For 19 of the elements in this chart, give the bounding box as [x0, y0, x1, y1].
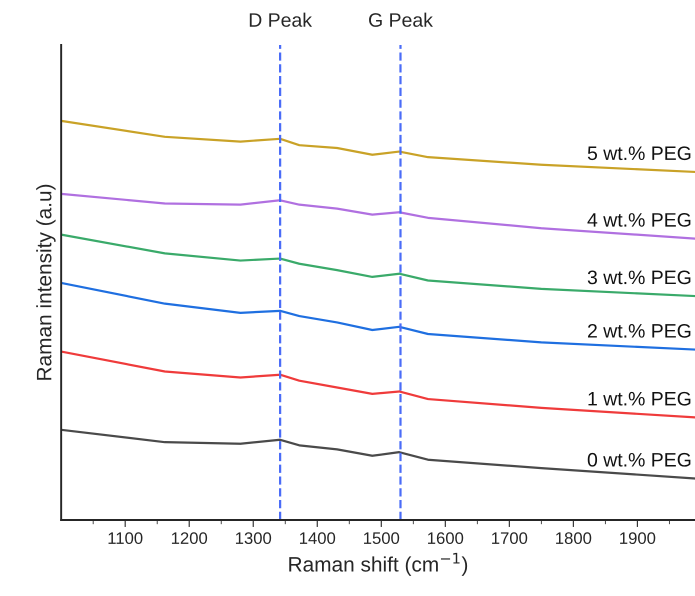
x-tick-label: 1900: [620, 532, 656, 544]
series-label: 0 wt.% PEG: [588, 452, 690, 467]
x-tick-label: 1500: [364, 532, 400, 544]
series-label: 2 wt.% PEG: [588, 324, 690, 338]
ref-line-label: G Peak: [369, 12, 433, 27]
series-label: 3 wt.% PEG: [588, 270, 690, 284]
x-tick-label: 1400: [300, 532, 336, 544]
ref-line-label: D Peak: [250, 12, 312, 27]
x-tick-label: 1300: [236, 532, 272, 544]
y-axis-title: Raman intensity (a.u): [36, 184, 56, 380]
x-tick-label: 1200: [172, 532, 208, 544]
x-tick-label: 1100: [108, 532, 142, 544]
series-label: 1 wt.% PEG: [588, 392, 690, 406]
x-tick-label: 1800: [556, 532, 592, 544]
x-tick-label: 1600: [428, 532, 464, 544]
x-axis-title: Raman shift (cm$^{−1}$): [289, 552, 468, 576]
series-label: 5 wt.% PEG: [588, 146, 690, 160]
series-label: 4 wt.% PEG: [587, 213, 690, 227]
x-tick-label: 1700: [492, 532, 528, 544]
